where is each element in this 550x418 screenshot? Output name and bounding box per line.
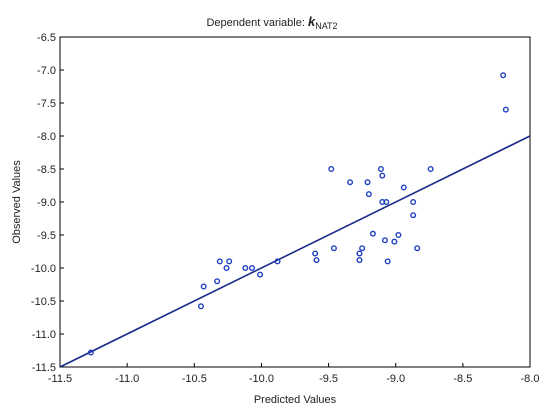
y-tick-label: -9.5 [37, 230, 56, 242]
data-point [410, 212, 417, 219]
regression-line [59, 135, 531, 368]
y-tick-label: -10.5 [31, 296, 56, 308]
data-point [364, 179, 371, 186]
y-tick-label: -10.0 [31, 263, 56, 275]
data-point [356, 250, 363, 257]
x-tick-label: -10.5 [182, 373, 207, 385]
y-tick-label: -7.5 [37, 98, 56, 110]
y-tick-label: -8.5 [37, 164, 56, 176]
data-point [395, 231, 402, 238]
data-point [274, 258, 281, 265]
data-point [379, 172, 386, 179]
data-point [87, 349, 94, 356]
data-point [414, 245, 421, 252]
data-point [369, 230, 376, 237]
data-points [87, 72, 509, 356]
data-point [381, 237, 388, 244]
data-point [328, 165, 335, 172]
data-point [356, 257, 363, 264]
y-tick-label: -6.5 [37, 32, 56, 44]
data-point [410, 198, 417, 205]
data-point [312, 250, 319, 257]
data-point [500, 72, 507, 79]
data-point [347, 179, 354, 186]
x-tick-label: -11.5 [48, 373, 72, 385]
x-axis: -11.5 -11.0 -10.5 -10.0 -9.5 -9.0 -8.5 -8.0 [48, 363, 540, 385]
x-axis-label: Predicted Values [254, 394, 337, 406]
plot-frame [59, 36, 531, 368]
y-tick-label: -11.5 [32, 362, 56, 374]
data-point [384, 258, 391, 265]
y-axis: -6.5 -7.0 -7.5 -8.0 -8.5 -9.0 -9.5 -10.0 -10.5 -1… [31, 32, 64, 374]
x-tick-label: -10.0 [249, 373, 274, 385]
chart-title: Dependent variable: kNAT2 [206, 14, 337, 31]
data-point [197, 303, 204, 310]
data-point [383, 198, 390, 205]
y-tick-label: -7.0 [37, 65, 56, 77]
data-point [391, 238, 398, 245]
y-tick-label: -11.0 [32, 329, 56, 341]
y-axis-label: Observed Values [11, 160, 23, 244]
data-point [242, 265, 249, 272]
y-tick-label: -9.0 [37, 197, 56, 209]
data-point [200, 283, 207, 290]
data-point [359, 245, 366, 252]
data-point [313, 257, 320, 264]
title-subscript: NAT2 [315, 21, 337, 31]
data-point [257, 271, 264, 278]
y-tick-label: -8.0 [37, 131, 56, 143]
data-point [223, 265, 230, 272]
data-point [249, 265, 256, 272]
x-tick-label: -8.5 [453, 373, 472, 385]
data-point [502, 106, 509, 113]
data-point [427, 165, 434, 172]
x-tick-label: -11.0 [115, 373, 139, 385]
data-point [400, 184, 407, 191]
x-tick-label: -9.5 [319, 373, 338, 385]
data-point [214, 278, 221, 285]
title-variable: k [308, 14, 316, 29]
x-tick-label: -9.0 [386, 373, 405, 385]
data-point [330, 245, 337, 252]
data-point [377, 165, 384, 172]
data-point [216, 258, 223, 265]
x-tick-label: -8.0 [521, 373, 540, 385]
data-point [226, 258, 233, 265]
data-point [365, 191, 372, 198]
